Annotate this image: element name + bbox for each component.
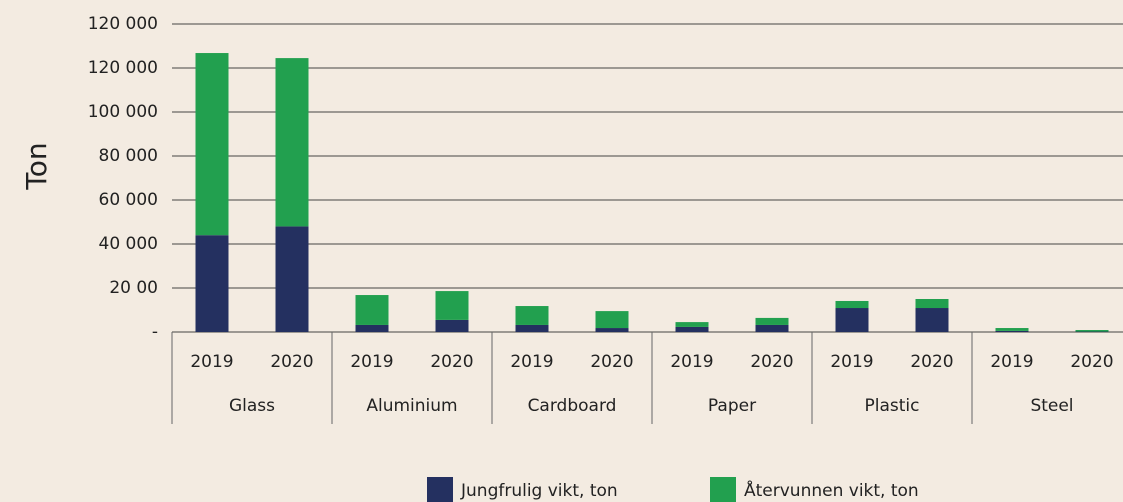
bar-segment — [195, 235, 229, 332]
x-tick-label: 2019 — [350, 352, 393, 372]
bar-segment — [515, 306, 549, 325]
bar-segment — [835, 308, 869, 332]
bar-segment — [755, 317, 789, 325]
group-label: Plastic — [865, 396, 920, 416]
bar-segment — [915, 299, 949, 309]
bar-segment — [275, 58, 309, 227]
bar-segment — [595, 328, 629, 332]
legend-swatch — [427, 477, 453, 502]
bar-segment — [675, 322, 709, 327]
bar-segment — [675, 326, 709, 332]
x-tick-label: 2019 — [510, 352, 553, 372]
group-label: Steel — [1030, 396, 1073, 416]
bar-segment — [275, 226, 309, 332]
bar-segment — [915, 308, 949, 332]
bar-segment — [435, 291, 469, 320]
x-tick-label: 2019 — [990, 352, 1033, 372]
bar-segment — [515, 324, 549, 332]
group-label: Paper — [708, 396, 756, 416]
y-tick-label: 20 00 — [109, 278, 158, 298]
group-label: Glass — [229, 396, 275, 416]
bar-segment — [595, 311, 629, 329]
bar-segment — [355, 324, 389, 332]
x-tick-label: 2020 — [270, 352, 313, 372]
y-tick-label: 120 000 — [88, 58, 158, 78]
y-tick-label: 80 000 — [99, 146, 158, 166]
bar-segment — [995, 328, 1029, 331]
y-tick-label: 120 000 — [88, 14, 158, 34]
x-tick-label: 2020 — [590, 352, 633, 372]
legend-label: Jungfrulig vikt, ton — [460, 481, 618, 501]
bar-segment — [355, 295, 389, 325]
group-label: Cardboard — [528, 396, 617, 416]
bar-segment — [435, 319, 469, 332]
x-tick-label: 2020 — [430, 352, 473, 372]
bar-segment — [835, 300, 869, 309]
x-tick-label: 2020 — [1070, 352, 1113, 372]
y-tick-label: 40 000 — [99, 234, 158, 254]
bar-segment — [1075, 330, 1109, 332]
x-tick-label: 2020 — [910, 352, 953, 372]
y-tick-label: - — [152, 322, 158, 342]
x-tick-label: 2019 — [670, 352, 713, 372]
x-tick-label: 2020 — [750, 352, 793, 372]
group-label: Aluminium — [366, 396, 457, 416]
bar-segment — [995, 330, 1029, 332]
bar-segment — [755, 324, 789, 332]
y-axis-label: Ton — [20, 142, 53, 190]
x-tick-label: 2019 — [190, 352, 233, 372]
x-tick-label: 2019 — [830, 352, 873, 372]
bar-segment — [195, 53, 229, 236]
legend-label: Återvunnen vikt, ton — [744, 479, 919, 501]
y-tick-label: 100 000 — [88, 102, 158, 122]
y-tick-label: 60 000 — [99, 190, 158, 210]
legend-swatch — [710, 477, 736, 502]
